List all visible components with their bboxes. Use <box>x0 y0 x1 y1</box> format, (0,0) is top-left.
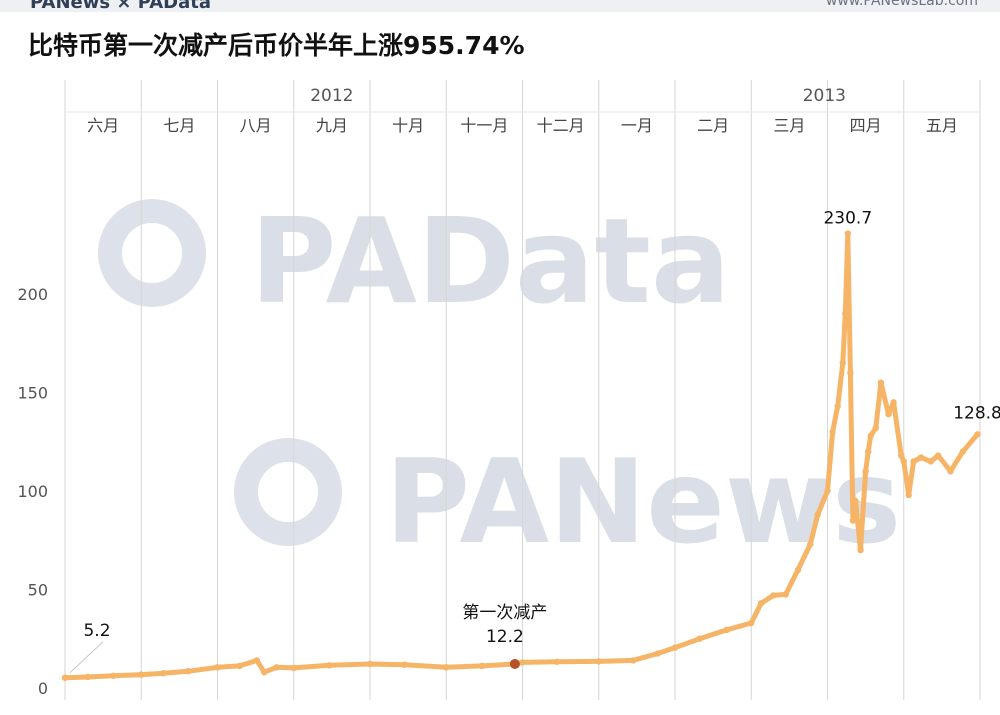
price-point <box>959 448 966 455</box>
month-label: 二月 <box>697 116 729 135</box>
price-point <box>443 664 450 671</box>
month-label: 五月 <box>926 116 958 135</box>
price-point <box>253 657 261 664</box>
price-point <box>654 650 661 657</box>
site-url: www.PANewsLab.com <box>825 0 978 9</box>
data-label: 230.7 <box>823 209 872 229</box>
month-label: 十月 <box>392 116 424 135</box>
price-point <box>138 671 145 678</box>
price-point <box>629 657 637 664</box>
price-point <box>847 369 854 376</box>
price-point <box>872 424 879 432</box>
month-label: 七月 <box>163 116 195 135</box>
price-point <box>934 452 942 459</box>
price-point <box>910 458 917 465</box>
price-point <box>898 452 905 459</box>
price-point <box>770 592 777 599</box>
price-point <box>852 497 859 505</box>
watermark-logo-icon <box>234 438 342 546</box>
price-point <box>553 658 561 665</box>
price-point <box>326 662 333 669</box>
month-label: 一月 <box>621 116 653 135</box>
price-point <box>478 662 486 670</box>
annotation-leader <box>69 641 104 674</box>
price-point <box>839 359 846 367</box>
chart-title: 比特币第一次减产后币价半年上涨955.74% <box>28 31 525 60</box>
grid-layer <box>64 80 981 700</box>
price-point <box>401 661 408 668</box>
data-label: 5.2 <box>83 621 110 641</box>
price-point <box>862 468 869 475</box>
price-point <box>757 600 765 607</box>
price-point <box>844 230 852 237</box>
month-label: 八月 <box>240 116 272 135</box>
month-label: 九月 <box>316 116 348 135</box>
price-point <box>519 659 526 666</box>
price-point <box>84 673 92 681</box>
price-point <box>214 664 221 671</box>
data-label: 12.2 <box>486 627 524 647</box>
price-point <box>782 591 789 598</box>
watermark-layer: PAData PANews <box>98 192 901 570</box>
price-point <box>834 403 841 410</box>
price-point <box>273 664 280 671</box>
price-point <box>696 635 703 642</box>
axis-layer: 2012 六月 七月 八月 九月 十月 十一月 十二月 2013 一月 二月 三月 四月 五月 0 50 100… <box>17 86 957 698</box>
price-point <box>184 668 192 675</box>
price-point <box>864 448 872 455</box>
price-point <box>900 458 907 465</box>
month-label: 六月 <box>87 116 119 135</box>
price-point <box>974 431 981 438</box>
annotation-note: 第一次减产 <box>462 603 547 623</box>
series-layer <box>61 230 981 681</box>
y-tick-label: 50 <box>28 581 48 600</box>
price-point <box>824 487 831 495</box>
price-point <box>885 410 892 418</box>
data-label: 128.8 <box>953 403 1000 423</box>
y-tick-label: 200 <box>17 285 48 304</box>
price-point <box>366 660 374 668</box>
price-point <box>807 540 814 548</box>
price-point <box>160 670 167 677</box>
price-point <box>794 566 802 573</box>
price-point <box>857 546 864 554</box>
price-point <box>867 432 874 440</box>
price-point <box>595 658 602 665</box>
watermark-logo-icon <box>98 199 206 307</box>
price-point <box>917 454 925 461</box>
year-label: 2012 <box>310 86 353 106</box>
price-point <box>890 399 897 406</box>
price-point <box>723 626 730 634</box>
annotation-layer: 5.2 第一次减产 12.2 230.7 128.8 <box>69 209 1000 674</box>
price-point <box>905 491 912 499</box>
price-point <box>61 674 69 681</box>
brand-logo-text: PANews × PAData <box>30 0 212 12</box>
y-tick-label: 100 <box>17 482 48 501</box>
price-point <box>236 662 243 670</box>
price-point <box>110 672 117 679</box>
month-label: 四月 <box>850 116 882 135</box>
month-label: 十一月 <box>460 116 508 135</box>
price-point <box>927 458 935 465</box>
top-banner: PANews × PAData www.PANewsLab.com <box>0 0 1000 12</box>
price-point <box>829 428 836 436</box>
price-point <box>947 468 954 475</box>
y-tick-label: 150 <box>17 384 48 403</box>
price-point <box>842 310 849 317</box>
price-point <box>814 511 821 518</box>
price-point <box>290 664 297 672</box>
watermark-text: PANews <box>385 435 901 570</box>
halving-marker <box>509 658 520 669</box>
month-label: 三月 <box>773 116 805 135</box>
watermark-text: PAData <box>250 192 731 330</box>
month-label: 十二月 <box>537 116 585 135</box>
price-point <box>748 619 755 627</box>
year-label: 2013 <box>803 86 846 106</box>
price-point <box>877 379 885 386</box>
price-point <box>849 517 857 524</box>
y-tick-label: 0 <box>38 679 48 698</box>
price-point <box>671 644 679 651</box>
price-point <box>261 669 268 676</box>
